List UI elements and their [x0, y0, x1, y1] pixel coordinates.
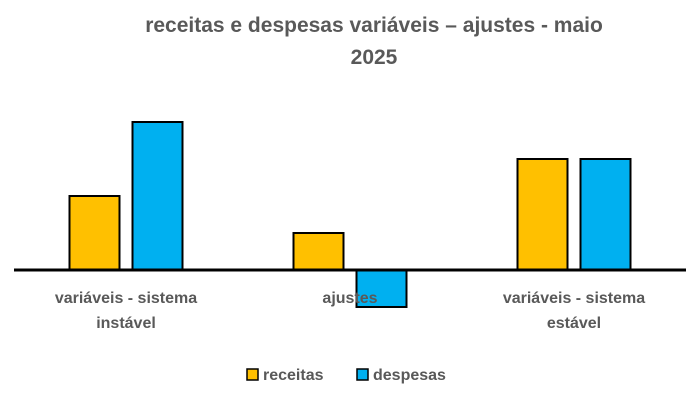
category-label-1-line-2: instável [96, 315, 156, 332]
chart-title-line-2: 2025 [351, 46, 398, 69]
category-label-3-line-1: variáveis - sistema [503, 290, 645, 307]
bar-despesas-2 [355, 269, 408, 308]
category-label-3-line-2: estável [547, 315, 601, 332]
legend-swatch-despesas [356, 368, 369, 381]
category-labels: variáveis - sistema instável ajustes variáv… [55, 290, 645, 332]
plot-area [68, 121, 632, 308]
legend: receitas despesas [246, 367, 446, 384]
category-label-1-line-1: variáveis - sistema [55, 290, 197, 307]
chart-title-line-1: receitas e despesas variáveis – ajustes … [145, 14, 603, 37]
legend-label-receitas: receitas [263, 367, 324, 384]
category-label-2-line-1: ajustes [322, 290, 377, 307]
legend-label-despesas: despesas [373, 367, 446, 384]
bar-despesas-1 [131, 121, 184, 271]
chart-title: receitas e despesas variáveis – ajustes … [145, 14, 603, 69]
bar-despesas-3 [579, 158, 632, 271]
bar-receitas-1 [68, 195, 121, 271]
legend-swatch-receitas [246, 368, 259, 381]
bar-receitas-2 [292, 232, 345, 271]
bar-receitas-3 [516, 158, 569, 271]
